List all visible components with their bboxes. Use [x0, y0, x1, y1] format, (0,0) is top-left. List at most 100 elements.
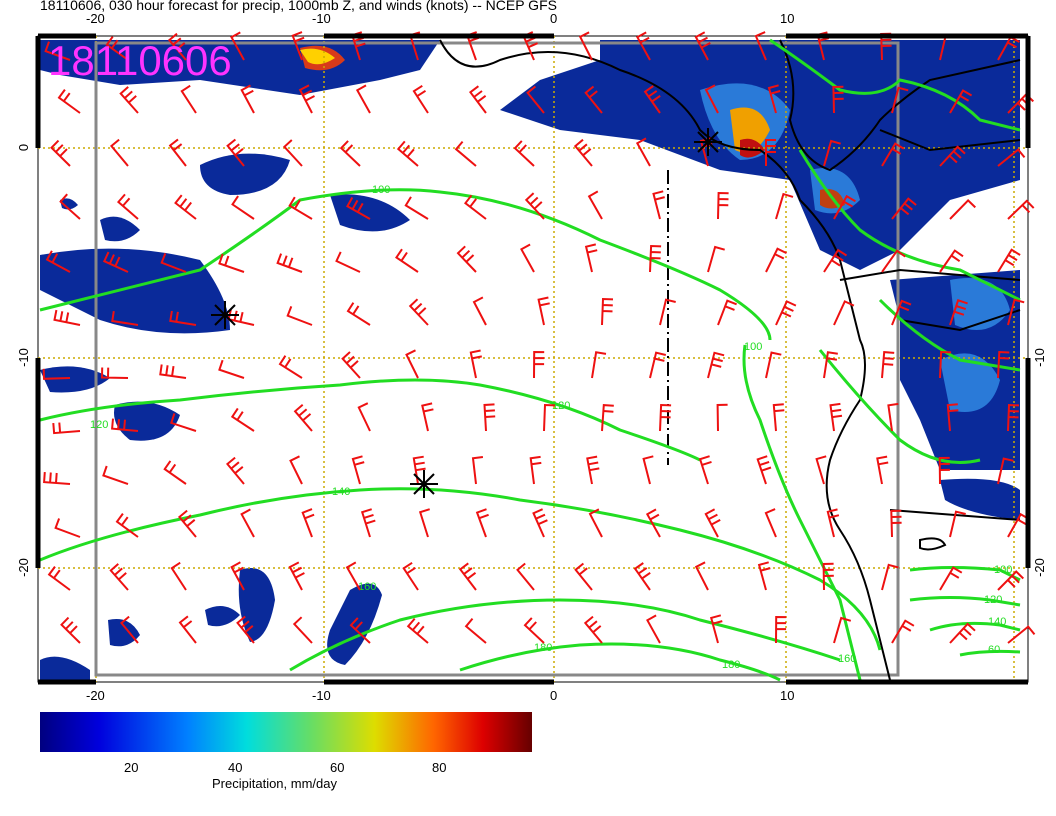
wind-barb	[456, 245, 477, 273]
wind-barb	[997, 350, 1010, 379]
wind-barb	[881, 142, 905, 167]
wind-barb	[355, 84, 371, 114]
wind-barb	[659, 403, 672, 432]
wind-barb	[707, 245, 725, 273]
colorbar-tick: 60	[330, 760, 345, 775]
wind-barb	[949, 622, 976, 644]
wind-barb	[704, 84, 719, 114]
wind-barb	[591, 351, 607, 379]
wind-barb	[646, 614, 661, 644]
wind-barb	[159, 364, 187, 379]
wind-barb	[997, 248, 1021, 273]
wind-barb	[116, 193, 139, 220]
wind-barb	[421, 402, 434, 432]
wind-barb	[524, 192, 545, 220]
wind-barb	[881, 249, 906, 273]
contour-label: 140	[332, 486, 350, 498]
wind-barb	[278, 355, 303, 379]
wind-barb	[45, 250, 71, 273]
wind-barb	[412, 84, 429, 114]
wind-barb	[709, 614, 723, 644]
wind-barb	[635, 137, 651, 167]
wind-barb	[578, 31, 593, 61]
colorbar-tick: 20	[124, 760, 139, 775]
bottom-lon-label: 10	[780, 688, 795, 703]
wind-barb	[396, 140, 419, 167]
wind-barb	[523, 617, 545, 644]
wind-barb	[765, 139, 776, 166]
wind-barb	[111, 310, 139, 326]
wind-barb	[180, 84, 197, 114]
wind-barb	[707, 351, 725, 379]
wind-barb	[53, 309, 81, 326]
contour-labels: 100 120 140 160 180 100 120 100 120 140 …	[90, 184, 1012, 671]
wind-barb	[754, 31, 767, 61]
wind-barb	[160, 253, 187, 273]
contour-label: 180	[722, 659, 740, 671]
wind-barb	[823, 351, 838, 379]
wind-barb	[231, 195, 255, 220]
wind-barb	[529, 455, 542, 485]
wind-barb	[225, 456, 245, 485]
wind-barb	[402, 561, 419, 591]
wind-barb	[50, 139, 71, 167]
wind-barb	[574, 562, 593, 591]
wind-barb	[119, 615, 139, 644]
lat-lon-grid	[38, 36, 1028, 682]
wind-barb	[717, 299, 737, 326]
wind-barb	[642, 455, 654, 485]
pressure-center-marker	[410, 470, 438, 498]
wind-barb	[230, 407, 255, 432]
wind-barb	[815, 455, 827, 485]
wind-barb	[339, 140, 361, 167]
wind-barb	[891, 619, 915, 644]
wind-barb	[704, 508, 721, 538]
wind-barb	[939, 350, 952, 379]
left-lat-label: -10	[15, 348, 31, 367]
wind-barb	[939, 566, 963, 591]
wind-barb	[757, 561, 771, 591]
wind-barb	[109, 138, 129, 167]
wind-barb	[335, 251, 361, 273]
wind-barb	[698, 455, 712, 485]
wind-barb	[822, 562, 834, 591]
wind-barb	[475, 508, 489, 538]
bottom-lon-label: -20	[86, 688, 105, 703]
wind-barb	[292, 616, 313, 644]
colorbar-label: Precipitation, mm/day	[212, 776, 337, 791]
wind-barb	[649, 351, 667, 379]
wind-barb	[357, 402, 371, 432]
wind-barb	[997, 457, 1014, 485]
wind-barb	[43, 472, 71, 485]
height-contours	[39, 38, 1021, 682]
frame-ticks	[35, 33, 1031, 685]
wind-barb	[775, 300, 797, 326]
wind-barb	[716, 403, 728, 432]
wind-barb	[111, 418, 139, 432]
wind-barb	[483, 403, 496, 432]
wind-barb	[694, 561, 709, 591]
wind-barb	[833, 300, 855, 326]
wind-barb	[832, 85, 844, 114]
wind-barb	[891, 197, 917, 220]
wind-barb	[833, 616, 852, 644]
wind-barb	[533, 350, 545, 379]
wind-barb	[405, 349, 419, 379]
wind-barb	[351, 455, 365, 485]
wind-barb	[170, 413, 197, 432]
wind-barb	[601, 404, 614, 432]
wind-barb	[543, 403, 556, 432]
wind-barb	[764, 508, 777, 538]
wind-barb	[102, 465, 129, 485]
wind-barb	[404, 196, 429, 220]
wind-barb	[1007, 298, 1025, 326]
wind-barb	[939, 249, 964, 273]
contour-label: 60	[988, 644, 1000, 656]
contour-label: 140	[988, 616, 1006, 628]
wind-barb	[168, 138, 187, 167]
wind-barb	[765, 247, 787, 273]
wind-barb	[949, 198, 976, 220]
wind-barb	[694, 31, 711, 61]
wind-barb	[341, 351, 361, 379]
wind-barb	[756, 455, 772, 485]
